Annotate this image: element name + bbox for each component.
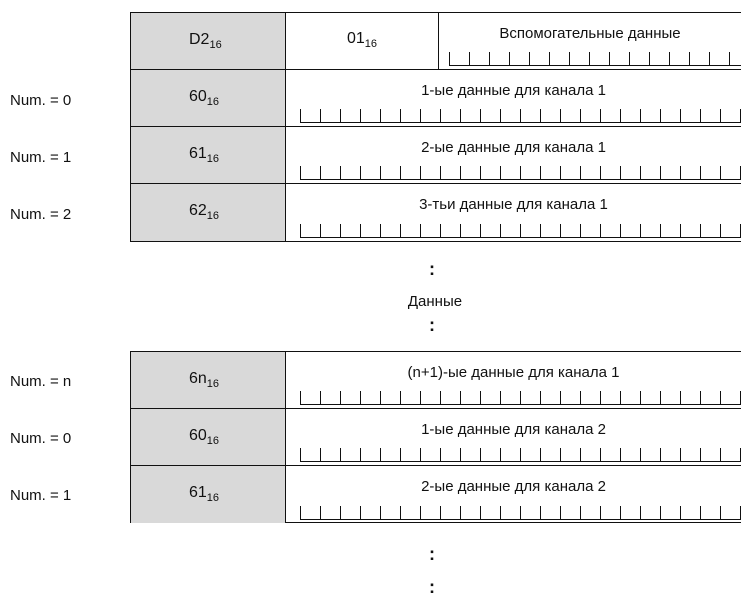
row-code-cell: 6216	[131, 184, 286, 241]
row-code: 6016	[189, 88, 220, 108]
row-data-cell: 3-тьи данные для канала 1	[286, 184, 741, 241]
row-num-label: Num. = 2	[10, 206, 72, 223]
bit-ticks	[300, 166, 741, 180]
data-row: 6016 1-ые данные для канала 2	[131, 409, 741, 466]
header-second-cell: 0116	[286, 13, 439, 69]
data-row: 6016 1-ые данные для канала 1	[131, 70, 741, 127]
row-num-label: Num. = 0	[10, 430, 72, 447]
row-code-cell: 6116	[131, 127, 286, 183]
ellipsis-dots: :	[429, 544, 435, 564]
row-code-cell: 6016	[131, 409, 286, 465]
row-num-label: Num. = 1	[10, 487, 72, 504]
row-code-cell: 6116	[131, 466, 286, 523]
row-data-cell: (n+1)-ые данные для канала 1	[286, 352, 741, 408]
bit-ticks	[300, 448, 741, 462]
data-row: 6116 2-ые данные для канала 2	[131, 466, 741, 523]
row-data-cell: 1-ые данные для канала 2	[286, 409, 741, 465]
row-code: 6116	[189, 145, 220, 165]
bit-ticks	[300, 391, 741, 405]
ellipsis-dots: :	[429, 577, 435, 597]
bit-ticks	[300, 224, 741, 238]
row-code: 6n16	[189, 370, 220, 390]
row-data-cell: 2-ые данные для канала 2	[286, 466, 741, 523]
bit-ticks	[300, 109, 741, 123]
ellipsis-dots: :	[429, 315, 435, 335]
row-num-label: Num. = 1	[10, 149, 72, 166]
row-code-cell: 6n16	[131, 352, 286, 408]
aux-bit-ticks	[449, 52, 741, 66]
data-row: 6116 2-ые данные для канала 1	[131, 127, 741, 184]
row-num-label: Num. = n	[10, 373, 72, 390]
data-row: 6216 3-тьи данные для канала 1	[131, 184, 741, 241]
row-code: 6216	[189, 202, 220, 222]
upper-table: D216 0116 Вспомогательные данные 6016 1-…	[130, 12, 741, 242]
data-row: 6n16 (n+1)-ые данные для канала 1	[131, 352, 741, 409]
row-data-label: 2-ые данные для канала 1	[421, 139, 606, 156]
row-code: 6116	[189, 484, 220, 504]
row-data-label: (n+1)-ые данные для канала 1	[407, 364, 620, 381]
row-data-label: 1-ые данные для канала 1	[421, 82, 606, 99]
lower-table: 6n16 (n+1)-ые данные для канала 1 6016 1…	[130, 351, 741, 523]
header-code: D216	[189, 31, 222, 51]
aux-data-label: Вспомогательные данные	[499, 25, 681, 42]
aux-data-cell: Вспомогательные данные	[439, 13, 741, 69]
header-row: D216 0116 Вспомогательные данные	[131, 13, 741, 70]
row-code-cell: 6016	[131, 70, 286, 126]
row-data-cell: 1-ые данные для канала 1	[286, 70, 741, 126]
row-num-label: Num. = 0	[10, 92, 72, 109]
header-code-cell: D216	[131, 13, 286, 69]
data-label: Данные	[407, 293, 463, 310]
bit-ticks	[300, 506, 741, 520]
row-code: 6016	[189, 427, 220, 447]
row-data-label: 2-ые данные для канала 2	[421, 478, 606, 495]
ellipsis-dots: :	[429, 259, 435, 279]
row-data-label: 1-ые данные для канала 2	[421, 421, 606, 438]
header-second: 0116	[346, 30, 378, 50]
row-data-label: 3-тьи данные для канала 1	[419, 196, 608, 213]
row-data-cell: 2-ые данные для канала 1	[286, 127, 741, 183]
